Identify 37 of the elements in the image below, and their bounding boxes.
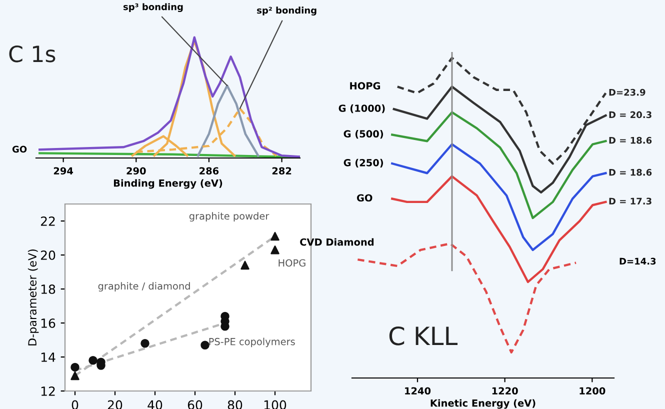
- text: D=14.3: [620, 258, 656, 265]
- x-axis-title: Binding Energy (eV): [114, 179, 222, 189]
- annotation: HOPG: [278, 259, 306, 267]
- annotation: D = 18.6: [609, 136, 652, 144]
- y-axis-title: D-parameter (eV): [28, 250, 39, 346]
- annotation: D = 17.3: [609, 198, 652, 205]
- series-label: CVD Diamond: [300, 238, 374, 246]
- x-tick-label: 1200: [580, 387, 606, 395]
- x-axis-title: Kinetic Energy (eV): [430, 399, 536, 409]
- x-tick-label: 1240: [405, 387, 431, 395]
- series-label: HOPG: [350, 82, 380, 90]
- x-tick-label: 294: [54, 167, 74, 175]
- annotation: D = 18.6: [609, 168, 652, 176]
- series-label: G (250): [344, 158, 384, 168]
- text: GO: [12, 146, 27, 153]
- series-label: G (500): [344, 130, 384, 139]
- series-label: G (1000): [338, 104, 385, 114]
- text: C KLL: [389, 326, 458, 346]
- y-tick-label: 14: [41, 352, 56, 362]
- annotation: D=23.9: [609, 88, 646, 96]
- text: GO: [356, 194, 372, 202]
- chart-title: C 1s: [9, 46, 56, 62]
- annotation: D = 20.3: [609, 111, 652, 118]
- annotation: sp² bonding: [257, 6, 316, 16]
- y-tick-label: 22: [40, 216, 55, 226]
- x-tick-label: 282: [272, 167, 292, 175]
- annotation: graphite powder: [189, 212, 270, 222]
- annotation: PS-PE copolymers: [209, 338, 295, 348]
- annotation: sp³ bonding: [123, 3, 183, 12]
- x-tick-label: 286: [200, 167, 219, 175]
- y-tick-label: 16: [41, 318, 56, 328]
- y-tick-label: 20: [40, 250, 56, 260]
- y-tick-label: 18: [41, 284, 56, 294]
- annotation: graphite / diamond: [98, 282, 190, 292]
- x-tick-label: 1220: [492, 387, 518, 395]
- x-tick-label: 290: [126, 167, 146, 175]
- y-tick-label: 12: [41, 386, 55, 396]
